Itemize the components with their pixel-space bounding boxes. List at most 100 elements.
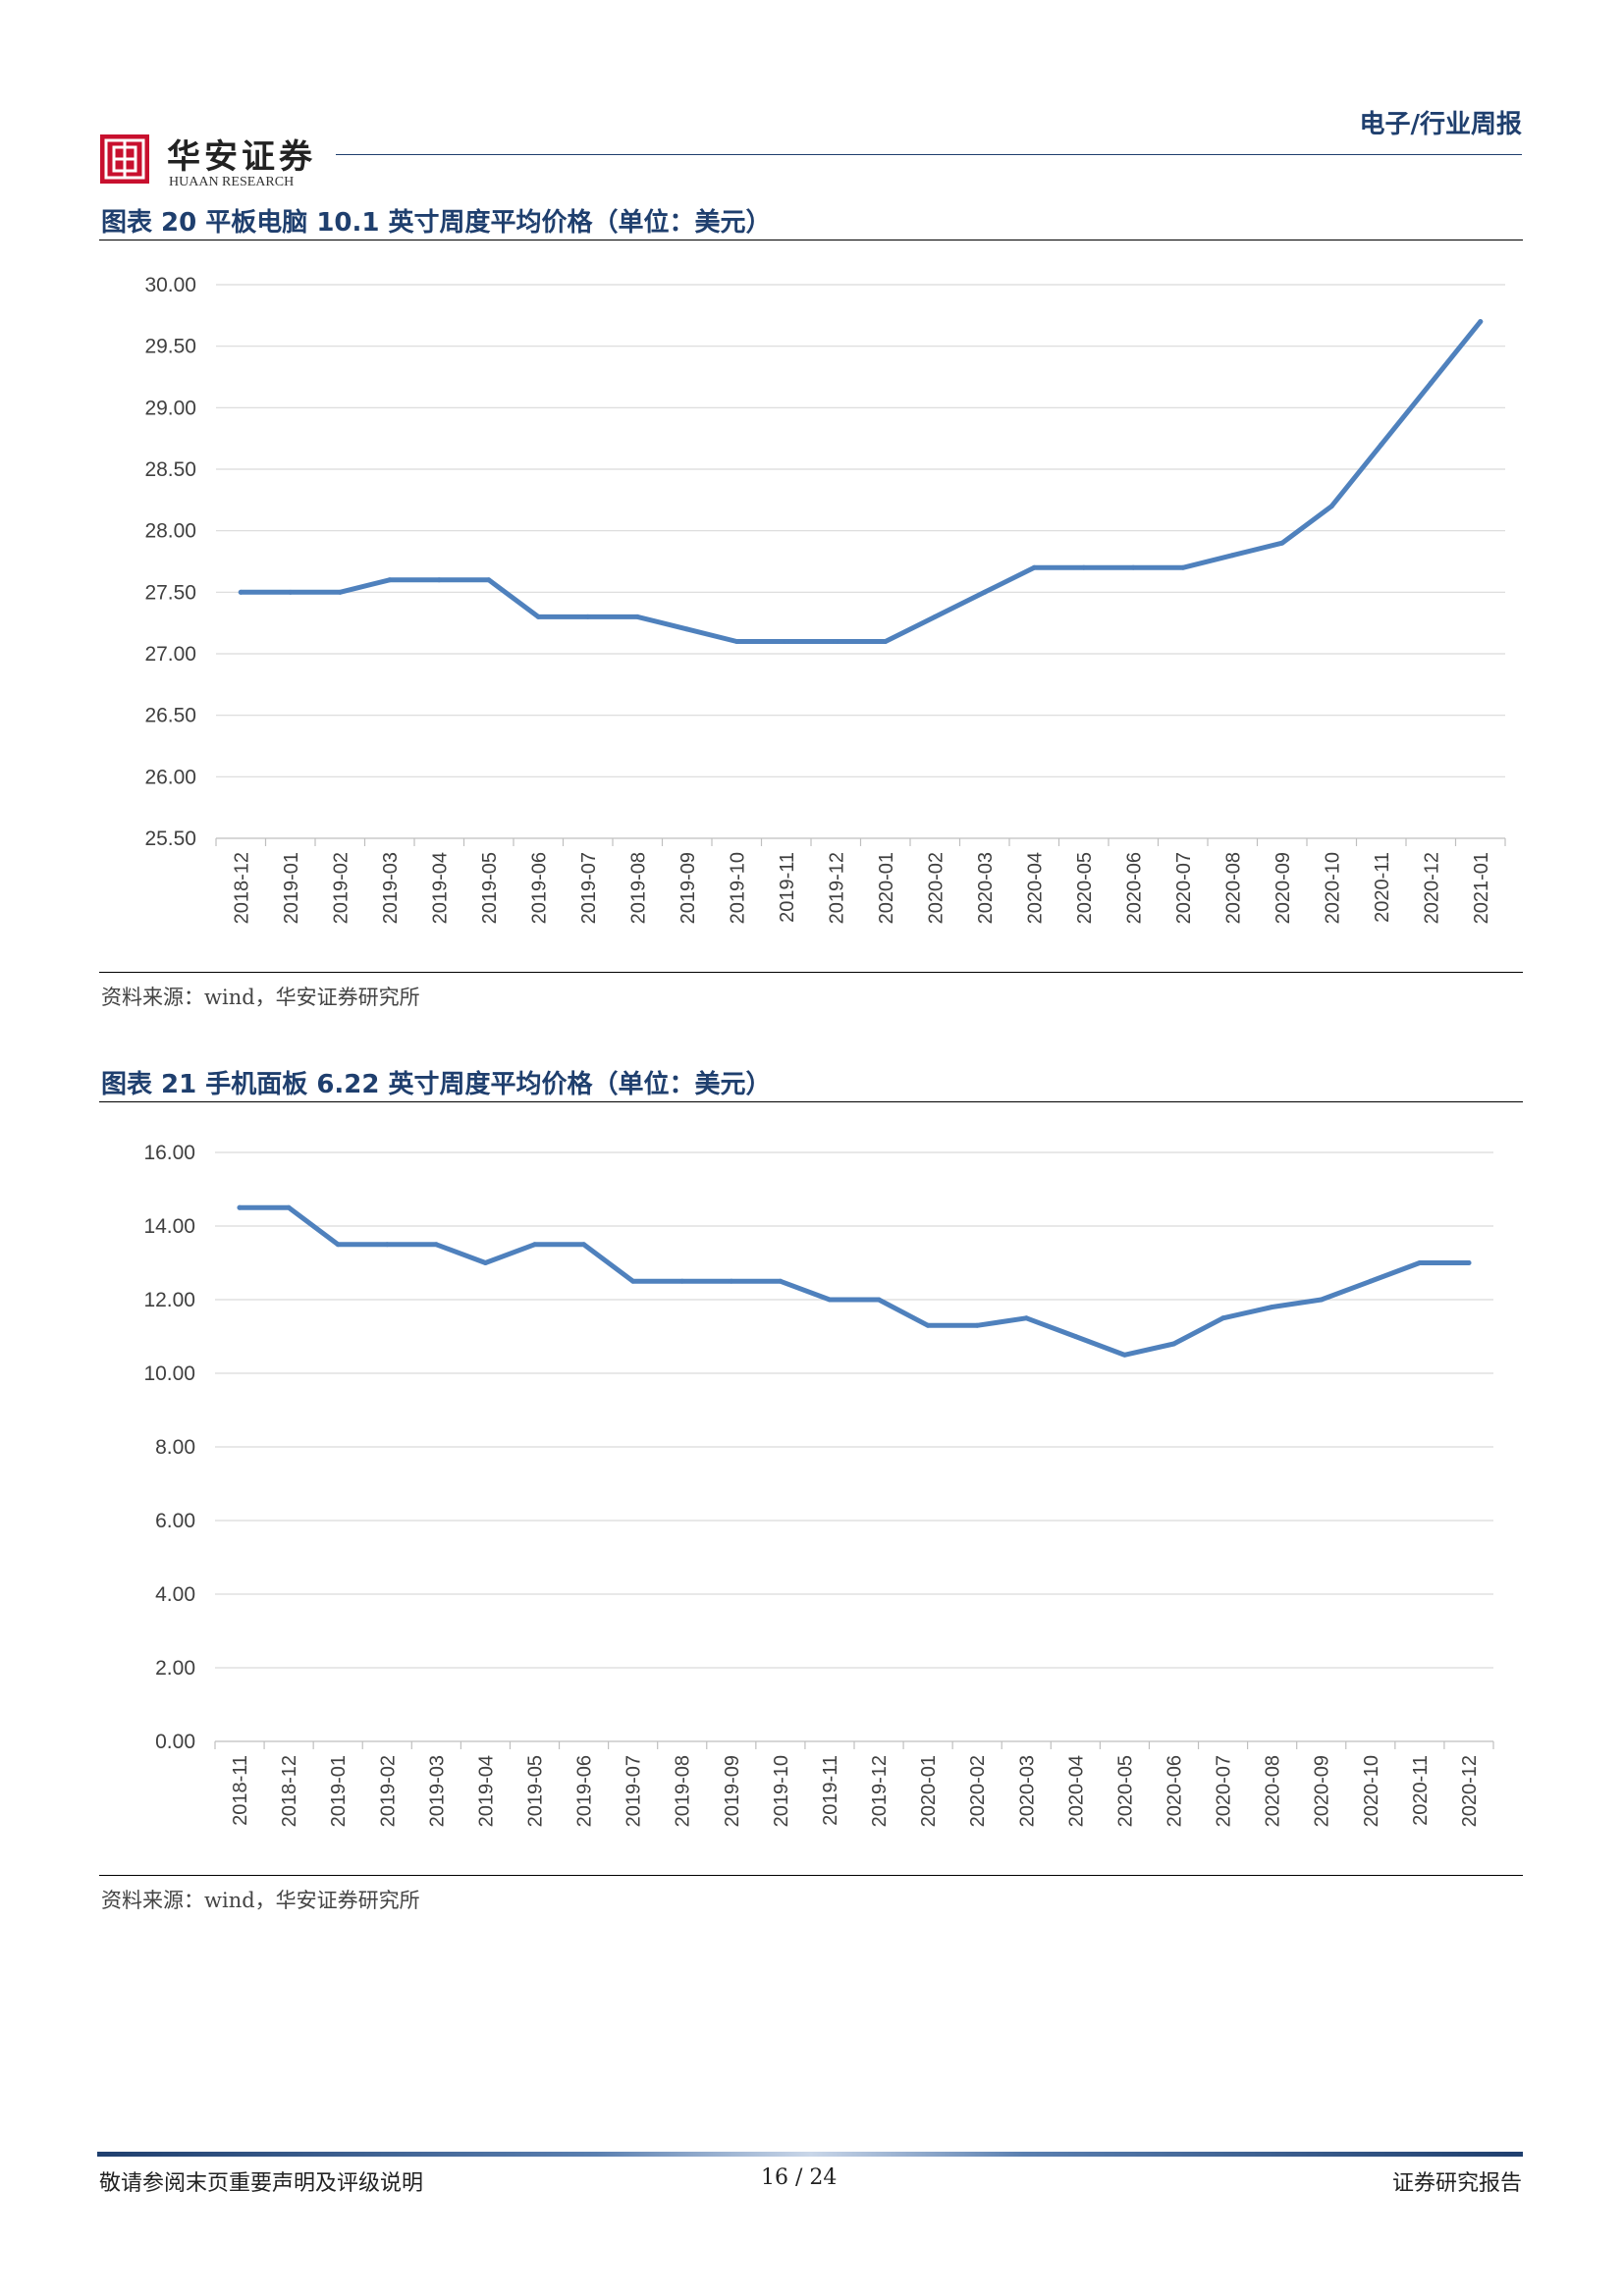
y-tick-label: 6.00 xyxy=(155,1510,195,1532)
data-point xyxy=(581,1242,586,1247)
chart2-source: 资料来源：wind，华安证券研究所 xyxy=(101,1885,420,1914)
disclaimer-note: 敬请参阅末页重要声明及评级说明 xyxy=(99,2165,423,2197)
x-tick-label: 2019-08 xyxy=(673,1755,694,1827)
x-tick-label: 2020-05 xyxy=(1074,852,1096,924)
x-tick-label: 2019-07 xyxy=(578,852,600,924)
x-tick-label: 2018-11 xyxy=(230,1755,251,1826)
x-tick-label: 2020-04 xyxy=(1024,852,1046,924)
y-tick-label: 27.50 xyxy=(144,581,196,604)
y-tick-label: 27.00 xyxy=(144,643,196,666)
data-point xyxy=(679,1279,684,1284)
data-point xyxy=(1180,565,1185,570)
data-point xyxy=(1319,1298,1324,1303)
x-tick-label: 2019-02 xyxy=(377,1755,399,1827)
chart1-plot: 25.50 26.00 26.50 27.00 27.50 28.00 28.50 29.00… xyxy=(99,243,1523,970)
chart1-container: 25.50 26.00 26.50 27.00 27.50 28.00 28.50 29.00… xyxy=(99,243,1523,970)
report-section: 电子/行业周报 xyxy=(1360,104,1523,140)
data-point xyxy=(982,590,987,595)
x-tick-label: 2019-07 xyxy=(623,1755,645,1827)
data-point xyxy=(1073,1334,1078,1339)
x-tick-label: 2020-09 xyxy=(1312,1755,1333,1827)
data-point xyxy=(239,590,244,595)
data-point xyxy=(336,1242,341,1247)
x-tick-label: 2019-10 xyxy=(727,852,748,924)
data-point xyxy=(437,577,442,582)
data-point xyxy=(486,577,491,582)
chart2-bottom-rule xyxy=(99,1875,1523,1876)
data-point xyxy=(338,590,343,595)
data-point xyxy=(1270,1305,1274,1309)
y-tick-label: 10.00 xyxy=(143,1362,195,1385)
x-tick-label: 2019-05 xyxy=(525,1755,547,1827)
x-tick-label: 2019-04 xyxy=(475,1755,497,1827)
data-point xyxy=(877,1298,882,1303)
data-point xyxy=(975,1323,980,1328)
report-type: 证券研究报告 xyxy=(1392,2165,1522,2197)
x-tick-label: 2020-03 xyxy=(1016,1755,1038,1827)
x-tick-label: 2019-02 xyxy=(330,852,352,924)
series-line xyxy=(240,1207,1469,1355)
data-point xyxy=(1417,1260,1422,1265)
data-point xyxy=(238,1205,243,1210)
data-point xyxy=(1478,319,1483,324)
x-tick-label: 2019-09 xyxy=(677,852,699,924)
data-point xyxy=(1032,565,1037,570)
data-point xyxy=(483,1260,488,1265)
data-point xyxy=(288,590,293,595)
y-tick-label: 8.00 xyxy=(155,1436,195,1459)
data-point xyxy=(784,639,788,644)
x-tick-label: 2020-12 xyxy=(1459,1755,1481,1827)
data-point xyxy=(1220,1315,1225,1320)
x-tick-label: 2019-06 xyxy=(528,852,550,924)
data-point xyxy=(1171,1342,1176,1347)
x-tick-label: 2019-12 xyxy=(826,852,847,924)
data-point xyxy=(585,614,590,619)
data-point xyxy=(778,1279,783,1284)
x-tick-label: 2020-11 xyxy=(1372,852,1393,923)
footer-divider xyxy=(97,2152,1523,2157)
series-line xyxy=(241,322,1481,642)
data-point xyxy=(734,639,739,644)
data-point xyxy=(1024,1315,1029,1320)
chart2-plot: 0.00 2.00 4.00 6.00 8.00 10.00 12.00 14.00 16.00… xyxy=(99,1105,1523,1871)
y-tick-label: 29.50 xyxy=(144,336,196,358)
y-tick-label: 30.00 xyxy=(144,274,196,296)
brand-name: 华安证券 xyxy=(167,130,316,178)
x-tick-label: 2019-04 xyxy=(429,852,451,924)
data-point xyxy=(532,1242,537,1247)
chart1-bottom-rule xyxy=(99,972,1523,973)
chart2-container: 0.00 2.00 4.00 6.00 8.00 10.00 12.00 14.00 16.00… xyxy=(99,1105,1523,1871)
data-point xyxy=(1081,565,1086,570)
y-tick-label: 0.00 xyxy=(155,1731,195,1753)
brand-name-en: HUAAN RESEARCH xyxy=(169,175,294,190)
x-tick-label: 2019-12 xyxy=(869,1755,891,1827)
data-point xyxy=(1379,442,1383,447)
x-tick-label: 2020-08 xyxy=(1222,852,1244,924)
x-tick-label: 2019-05 xyxy=(479,852,501,924)
y-tick-label: 16.00 xyxy=(143,1142,195,1164)
chart1-title: 图表 20 平板电脑 10.1 英寸周度平均价格（单位：美元） xyxy=(101,202,772,239)
x-tick-label: 2020-01 xyxy=(918,1755,940,1827)
x-tick-label: 2020-01 xyxy=(876,852,897,924)
x-tick-label: 2020-07 xyxy=(1173,852,1195,924)
data-point xyxy=(1329,504,1334,508)
x-tick-label: 2020-02 xyxy=(925,852,947,924)
data-point xyxy=(729,1279,733,1284)
data-point xyxy=(926,1323,931,1328)
y-tick-label: 28.00 xyxy=(144,520,196,543)
x-tick-label: 2020-10 xyxy=(1322,852,1343,924)
data-point xyxy=(287,1205,292,1210)
x-tick-label: 2020-05 xyxy=(1114,1755,1136,1827)
x-tick-label: 2020-02 xyxy=(967,1755,989,1827)
x-tick-label: 2020-11 xyxy=(1410,1755,1432,1826)
x-tick-label: 2020-10 xyxy=(1361,1755,1382,1827)
data-point xyxy=(1466,1260,1471,1265)
y-tick-label: 25.50 xyxy=(144,828,196,850)
data-point xyxy=(1368,1279,1373,1284)
x-tick-label: 2019-09 xyxy=(722,1755,743,1827)
data-point xyxy=(1429,381,1434,386)
x-tick-label: 2020-06 xyxy=(1123,852,1145,924)
page-number: 16 / 24 xyxy=(761,2165,837,2190)
x-tick-label: 2019-06 xyxy=(574,1755,596,1827)
data-point xyxy=(434,1242,439,1247)
